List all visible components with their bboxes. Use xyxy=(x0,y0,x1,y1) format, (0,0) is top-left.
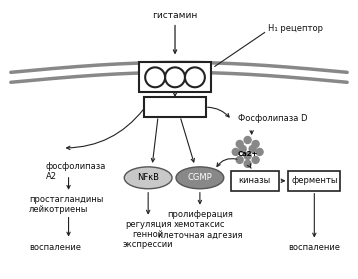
FancyBboxPatch shape xyxy=(289,171,340,191)
Circle shape xyxy=(256,148,263,155)
FancyBboxPatch shape xyxy=(231,171,279,191)
Text: фосфолипаза
А2: фосфолипаза А2 xyxy=(46,162,106,181)
Text: H₁ рецептор: H₁ рецептор xyxy=(267,24,323,33)
Circle shape xyxy=(232,148,239,155)
Circle shape xyxy=(239,145,246,152)
Circle shape xyxy=(244,160,251,167)
FancyBboxPatch shape xyxy=(139,62,211,92)
Text: NFκB: NFκB xyxy=(137,173,159,182)
Ellipse shape xyxy=(176,167,224,189)
Text: ферменты: ферменты xyxy=(291,176,338,185)
Text: Ca2+: Ca2+ xyxy=(237,151,258,157)
Text: пролиферация
хемотаксис
клеточная адгезия: пролиферация хемотаксис клеточная адгези… xyxy=(158,210,242,239)
Circle shape xyxy=(252,141,259,148)
Text: CGMP: CGMP xyxy=(188,173,212,182)
Text: воспаление: воспаление xyxy=(288,243,340,252)
Circle shape xyxy=(249,145,256,152)
FancyBboxPatch shape xyxy=(144,97,206,117)
Text: регуляция
генной
экспрессии: регуляция генной экспрессии xyxy=(123,220,173,249)
Circle shape xyxy=(236,157,243,163)
Circle shape xyxy=(244,136,251,143)
Circle shape xyxy=(252,157,259,163)
Text: киназы: киназы xyxy=(238,176,271,185)
Text: Фосфолипаза D: Фосфолипаза D xyxy=(238,114,307,122)
Circle shape xyxy=(236,141,243,148)
Text: простагландины
лейкотриены: простагландины лейкотриены xyxy=(29,195,103,214)
Text: гистамин: гистамин xyxy=(153,11,198,20)
Circle shape xyxy=(244,152,251,159)
Text: G-белок: G-белок xyxy=(154,103,196,112)
Text: воспаление: воспаление xyxy=(30,243,82,252)
Ellipse shape xyxy=(124,167,172,189)
